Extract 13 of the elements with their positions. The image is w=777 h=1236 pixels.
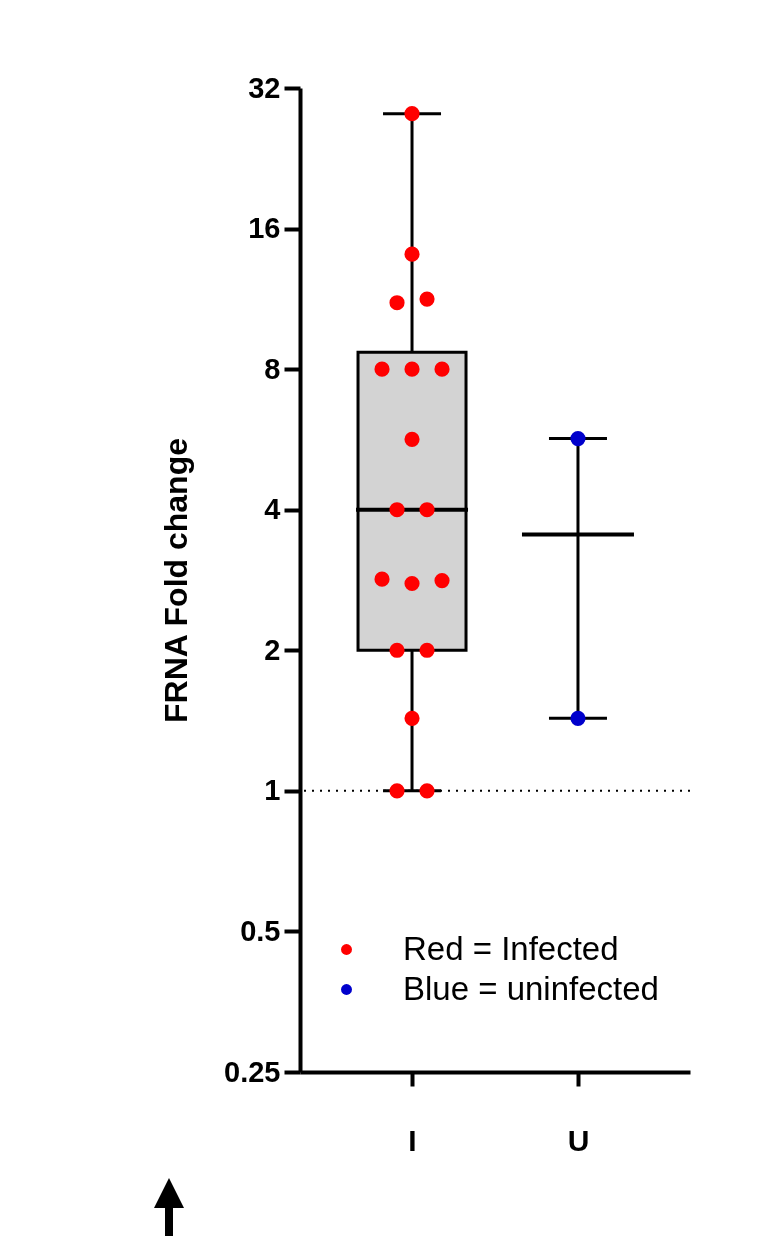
- x-tick-label: U: [567, 1123, 590, 1157]
- y-tick-label: 0.25: [224, 1055, 281, 1088]
- y-tick-label: 4: [264, 493, 281, 526]
- y-axis-title: FRNA Fold change: [158, 437, 195, 724]
- y-tick-label: 2: [264, 633, 281, 666]
- legend-label: Red = Infected: [403, 929, 619, 967]
- y-tick-label: 32: [248, 71, 281, 104]
- y-tick-label: 8: [264, 352, 281, 385]
- y-tick-label: 16: [248, 212, 281, 245]
- y-tick-label: 0.5: [240, 914, 281, 947]
- x-tick-label: I: [408, 1123, 417, 1157]
- legend-label: Blue = uninfected: [403, 969, 659, 1007]
- y-tick-label: 1: [264, 774, 281, 807]
